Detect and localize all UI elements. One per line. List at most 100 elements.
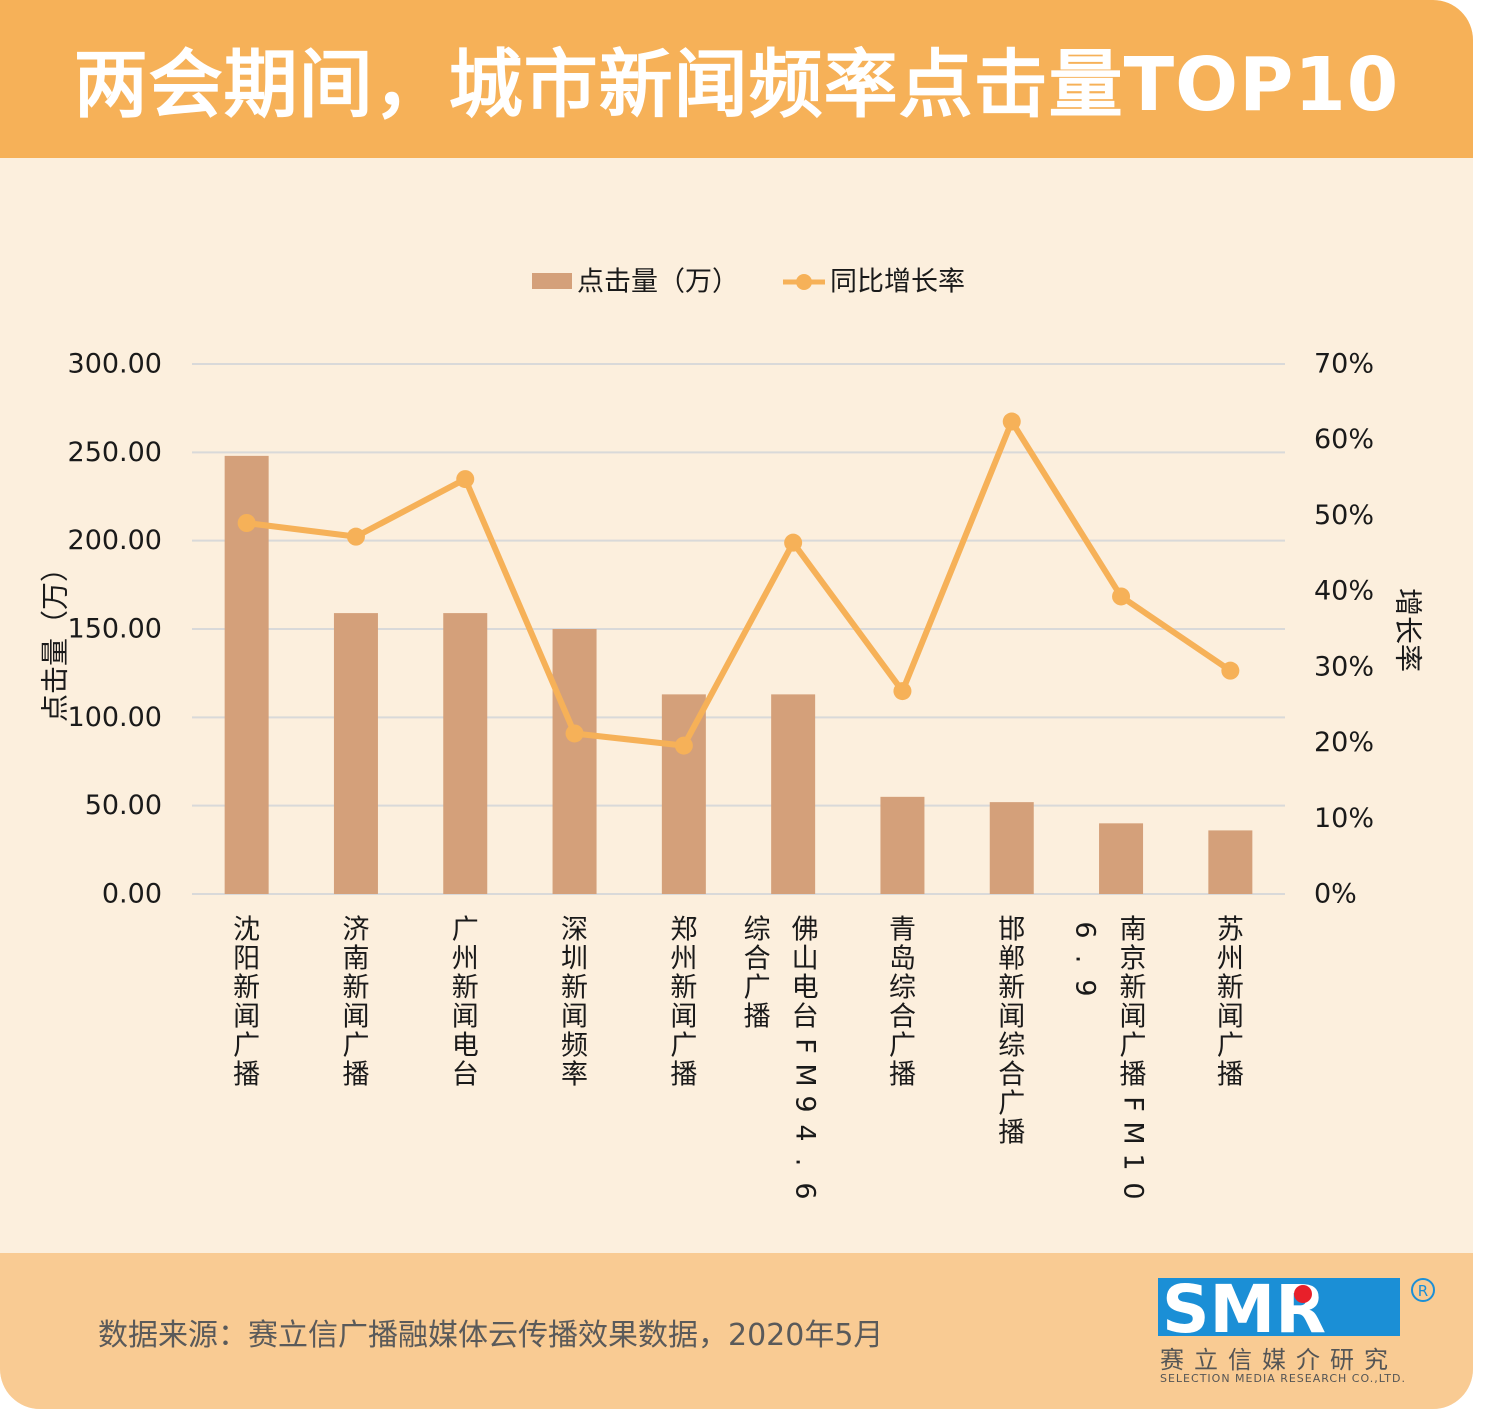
svg-text:新: 新 — [1120, 973, 1147, 1004]
svg-text:闻: 闻 — [670, 1002, 697, 1033]
logo-red-dot — [1294, 1285, 1312, 1303]
bar-5 — [661, 694, 706, 894]
svg-text:0: 0 — [1118, 1182, 1149, 1199]
svg-text:闻: 闻 — [342, 1002, 369, 1033]
svg-text:南: 南 — [342, 944, 369, 975]
y2-tick-label: 50% — [1314, 500, 1374, 531]
svg-text:闻: 闻 — [1217, 1002, 1244, 1033]
legend-bar-label: 点击量（万） — [577, 267, 739, 298]
legend-line-label: 同比增长率 — [830, 267, 965, 298]
svg-text:广: 广 — [1217, 1031, 1244, 1062]
growth-point-9 — [1112, 587, 1131, 606]
bar-7 — [880, 796, 925, 894]
svg-text:台: 台 — [452, 1060, 479, 1091]
svg-text:播: 播 — [233, 1060, 260, 1091]
svg-text:广: 广 — [889, 1031, 916, 1062]
legend-line-marker — [796, 274, 812, 290]
bars — [224, 455, 1253, 894]
bar-4 — [552, 629, 597, 894]
growth-point-2 — [346, 527, 365, 546]
svg-text:郸: 郸 — [998, 944, 1025, 975]
y-tick-label: 200.00 — [68, 525, 162, 556]
svg-text:M: M — [790, 1063, 821, 1086]
svg-text:山: 山 — [792, 944, 819, 975]
svg-text:合: 合 — [889, 1002, 916, 1033]
svg-text:F: F — [790, 1038, 821, 1054]
svg-text:综: 综 — [889, 973, 916, 1004]
smr-logo: SMR R — [1158, 1272, 1435, 1348]
svg-text:阳: 阳 — [233, 944, 260, 975]
svg-text:9: 9 — [1070, 979, 1101, 996]
svg-text:新: 新 — [452, 973, 479, 1004]
bar-10 — [1208, 830, 1253, 894]
legend: 点击量（万） 同比增长率 — [532, 267, 965, 298]
registered-mark — [1411, 1278, 1435, 1302]
svg-text:州: 州 — [1217, 944, 1244, 975]
svg-text:广: 广 — [233, 1031, 260, 1062]
logo-text: SMR — [1162, 1272, 1326, 1348]
y-tick-label: 150.00 — [68, 614, 162, 645]
logo-english-name: SELECTION MEDIA RESEARCH CO.,LTD. — [1160, 1372, 1406, 1385]
svg-text:岛: 岛 — [889, 944, 916, 975]
svg-text:综: 综 — [744, 915, 771, 946]
svg-text:电: 电 — [792, 973, 819, 1004]
svg-text:.: . — [1070, 955, 1101, 964]
growth-line-path — [246, 418, 1233, 749]
growth-point-8 — [1002, 412, 1021, 431]
growth-point-10 — [1221, 661, 1240, 680]
y-axis-title: 点击量（万） — [39, 554, 72, 722]
growth-point-6 — [784, 533, 803, 552]
chart-title: 两会期间，城市新闻频率点击量TOP10 — [73, 42, 1400, 128]
svg-text:播: 播 — [889, 1060, 916, 1091]
growth-line — [237, 412, 1240, 755]
svg-text:闻: 闻 — [233, 1002, 260, 1033]
svg-text:M: M — [1118, 1121, 1149, 1144]
y2-tick-label: 30% — [1314, 651, 1374, 682]
svg-text:苏: 苏 — [1217, 915, 1244, 946]
category-labels: 沈阳新闻广播济南新闻广播广州新闻电台深圳新闻频率郑州新闻广播佛山电台FM94.6… — [233, 915, 1244, 1200]
bar-8 — [989, 802, 1034, 894]
svg-text:闻: 闻 — [998, 1002, 1025, 1033]
svg-text:南: 南 — [1120, 915, 1147, 946]
right-axis-ticks: 0% 10% 20% 30% 40% 50% 60% 70% — [1314, 349, 1374, 910]
svg-text:6: 6 — [790, 1182, 821, 1199]
svg-text:新: 新 — [670, 973, 697, 1004]
growth-point-1 — [237, 514, 256, 532]
svg-text:闻: 闻 — [561, 1002, 588, 1033]
svg-text:广: 广 — [744, 973, 771, 1004]
svg-text:济: 济 — [342, 915, 369, 946]
svg-text:广: 广 — [1120, 1031, 1147, 1062]
logo-block — [1158, 1278, 1400, 1336]
svg-text:州: 州 — [670, 944, 697, 975]
svg-text:播: 播 — [670, 1060, 697, 1091]
svg-text:佛: 佛 — [792, 915, 819, 946]
y2-tick-label: 20% — [1314, 727, 1374, 758]
svg-text:青: 青 — [889, 915, 916, 946]
y-tick-label: 250.00 — [68, 437, 162, 468]
svg-text:频: 频 — [561, 1031, 588, 1062]
left-axis-ticks: 0.00 50.00 100.00 150.00 200.00 250.00 300.00 — [68, 349, 162, 910]
data-source: 数据来源：赛立信广播融媒体云传播效果数据，2020年5月 — [98, 1318, 884, 1353]
svg-text:广: 广 — [998, 1089, 1025, 1120]
svg-text:电: 电 — [452, 1031, 479, 1062]
growth-point-7 — [893, 682, 912, 701]
svg-text:广: 广 — [670, 1031, 697, 1062]
svg-text:播: 播 — [342, 1060, 369, 1091]
svg-text:京: 京 — [1120, 944, 1147, 975]
svg-text:播: 播 — [1217, 1060, 1244, 1091]
legend-bar-swatch — [532, 273, 572, 289]
growth-point-3 — [456, 470, 475, 489]
y2-tick-label: 60% — [1314, 424, 1374, 455]
svg-text:广: 广 — [342, 1031, 369, 1062]
svg-text:播: 播 — [1120, 1060, 1147, 1091]
svg-text:新: 新 — [233, 973, 260, 1004]
logo-chinese-name: 赛立信媒介研究 — [1160, 1346, 1398, 1374]
